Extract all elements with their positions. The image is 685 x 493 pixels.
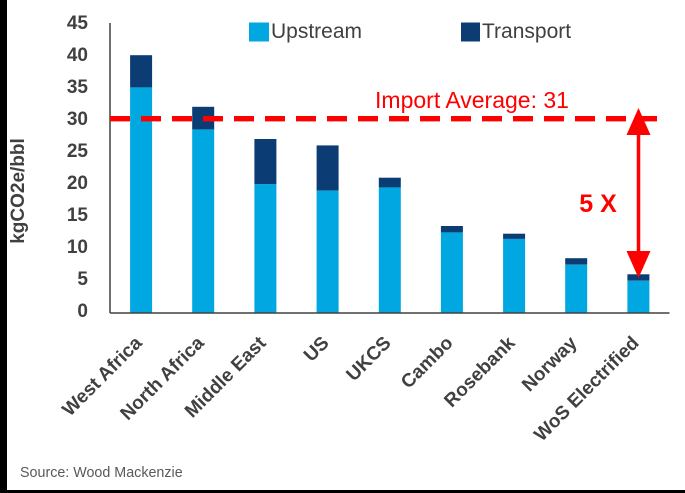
svg-text:40: 40 xyxy=(67,45,88,66)
svg-text:WoS Electrified: WoS Electrified xyxy=(530,333,643,446)
svg-text:Cambo: Cambo xyxy=(397,333,457,393)
svg-text:UKCS: UKCS xyxy=(343,333,396,386)
svg-text:30: 30 xyxy=(67,109,88,130)
svg-text:Source: Wood Mackenzie: Source: Wood Mackenzie xyxy=(20,465,183,481)
svg-text:10: 10 xyxy=(67,237,88,258)
svg-text:0: 0 xyxy=(77,301,88,322)
svg-text:Import Average: 31: Import Average: 31 xyxy=(375,87,569,113)
svg-text:kgCO2e/bbl: kgCO2e/bbl xyxy=(8,138,29,244)
svg-text:US: US xyxy=(300,333,334,367)
svg-text:Transport: Transport xyxy=(482,20,571,43)
svg-text:25: 25 xyxy=(67,141,89,162)
svg-text:5: 5 xyxy=(77,269,88,290)
svg-text:20: 20 xyxy=(67,173,88,194)
svg-text:5 X: 5 X xyxy=(579,190,617,218)
svg-text:45: 45 xyxy=(67,13,89,34)
svg-text:15: 15 xyxy=(67,205,89,226)
svg-text:Upstream: Upstream xyxy=(271,20,362,43)
svg-text:Norway: Norway xyxy=(518,332,582,396)
svg-text:35: 35 xyxy=(67,77,89,98)
